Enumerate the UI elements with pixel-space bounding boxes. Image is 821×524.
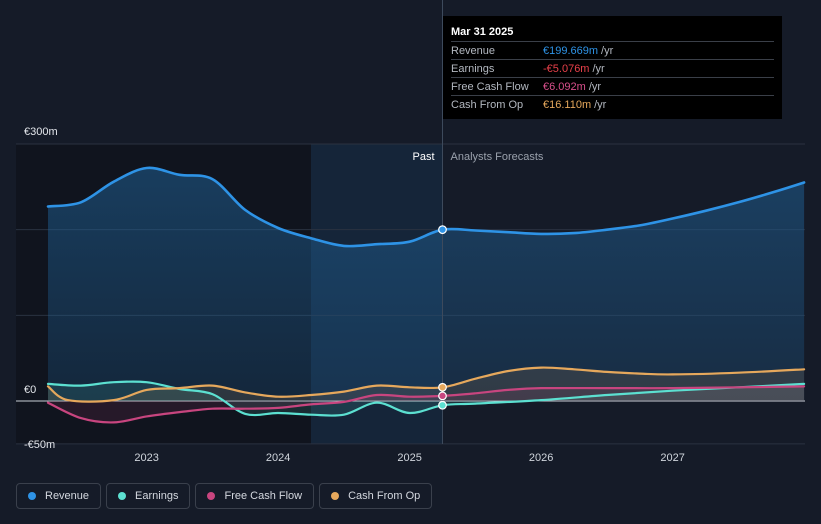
- tooltip-rows: Revenue €199.669m/yr Earnings -€5.076m/yr Fr…: [451, 41, 774, 113]
- tooltip-row: Earnings -€5.076m/yr: [451, 59, 774, 77]
- cash-from-op-marker: [438, 382, 447, 392]
- legend-dot-icon: [207, 492, 216, 500]
- earnings-line: [46, 380, 806, 417]
- past-label: Past: [412, 151, 434, 163]
- cash-from-op-area: [48, 367, 805, 402]
- y-axis-labels: €300m €0 -€50m: [24, 126, 58, 451]
- legend-item-cash-from-op[interactable]: Cash From Op: [319, 483, 433, 509]
- x-tick-label: 2026: [529, 452, 553, 464]
- tooltip-metric-name: Cash From Op: [451, 98, 524, 111]
- tooltip-metric-unit: /yr: [594, 98, 607, 111]
- x-axis-labels: 2023 2024 2025 2026 2027: [134, 452, 684, 464]
- legend-dot-icon: [28, 492, 36, 500]
- legend-label: Earnings: [135, 490, 179, 502]
- x-tick-label: 2024: [266, 452, 290, 464]
- tooltip-row: Cash From Op €16.110m/yr: [451, 95, 774, 113]
- revenue-line: [46, 166, 806, 248]
- tooltip-metric-name: Revenue: [451, 44, 496, 57]
- legend-dot-icon: [331, 492, 340, 500]
- tooltip-metric-value: €16.110m: [543, 98, 592, 111]
- legend-item-free-cash-flow[interactable]: Free Cash Flow: [195, 483, 315, 509]
- revenue-marker: [438, 225, 447, 235]
- x-tick-label: 2023: [134, 452, 158, 464]
- tooltip-metric-name: Free Cash Flow: [451, 80, 529, 93]
- tooltip-metric-unit: /yr: [601, 44, 614, 57]
- x-tick-label: 2027: [660, 452, 684, 464]
- legend-dot-icon: [118, 492, 127, 500]
- tooltip-metric-value: -€5.076m: [543, 62, 590, 75]
- tooltip-row: Free Cash Flow €6.092m/yr: [451, 77, 774, 95]
- y-tick-label: €300m: [24, 126, 58, 138]
- tooltip-metric-value: €6.092m: [543, 80, 586, 93]
- tooltip: Mar 31 2025 Revenue €199.669m/yr Earnings -…: [443, 16, 782, 119]
- earnings-marker: [438, 400, 447, 410]
- legend-label: Free Cash Flow: [224, 490, 303, 502]
- free-cash-flow-marker: [438, 391, 447, 401]
- tooltip-metric-unit: /yr: [592, 62, 605, 75]
- legend-label: Revenue: [45, 490, 90, 502]
- y-tick-label: -€50m: [24, 439, 55, 451]
- tooltip-metric-value: €199.669m: [543, 44, 599, 57]
- legend-item-revenue[interactable]: Revenue: [16, 483, 102, 509]
- forecast-label: Analysts Forecasts: [451, 151, 544, 163]
- tooltip-row: Revenue €199.669m/yr: [451, 41, 774, 59]
- tooltip-metric-name: Earnings: [451, 62, 495, 75]
- earnings-area: [48, 381, 805, 416]
- current-markers: [438, 225, 447, 410]
- tooltip-date: Mar 31 2025: [451, 26, 514, 38]
- series-lines: [46, 166, 806, 424]
- revenue-area: [48, 167, 805, 401]
- legend-item-earnings[interactable]: Earnings: [106, 483, 191, 509]
- free-cash-flow-line: [46, 385, 806, 424]
- tooltip-metric-unit: /yr: [588, 80, 602, 93]
- cash-from-op-line: [46, 366, 806, 403]
- x-tick-label: 2025: [397, 452, 421, 464]
- legend: Revenue Earnings Free Cash Flow Cash From O…: [16, 483, 433, 509]
- legend-label: Cash From Op: [348, 490, 421, 502]
- y-tick-label: €0: [24, 384, 36, 396]
